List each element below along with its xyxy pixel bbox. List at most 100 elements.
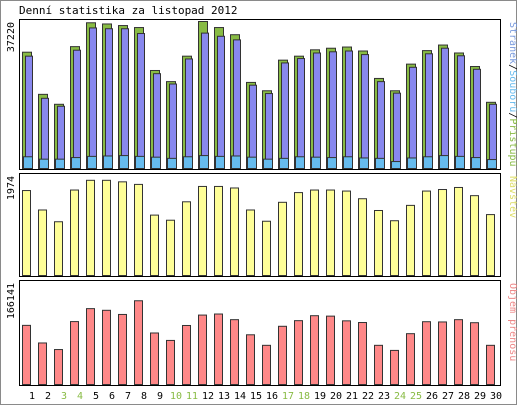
bar-navstev-3 [54, 221, 63, 277]
x-tick-26: 26 [426, 391, 438, 402]
bar-navstev-12 [198, 185, 207, 276]
panel-1-frame [19, 19, 501, 170]
bar-souboru-16 [265, 93, 273, 169]
bar-navstev-15 [246, 209, 255, 276]
x-tick-5: 5 [93, 391, 99, 402]
bar-stranek-24 [391, 161, 401, 170]
bar-souboru-1 [25, 55, 33, 170]
bar-navstev-23 [374, 209, 383, 276]
bar-navstev-13 [214, 185, 223, 276]
bar-stranek-27 [439, 155, 449, 169]
bar-objem-7 [118, 313, 127, 386]
x-tick-24: 24 [394, 391, 406, 402]
legend-part: Objem přenosu [507, 283, 517, 361]
bar-souboru-15 [249, 84, 257, 169]
bar-objem-19 [310, 315, 319, 385]
panel-3-max-label: 166141 [6, 283, 17, 319]
bar-objem-18 [294, 320, 303, 386]
bar-objem-17 [278, 325, 287, 385]
bar-stranek-26 [423, 156, 433, 170]
bar-stranek-7 [119, 155, 129, 169]
bar-objem-22 [358, 322, 367, 386]
x-tick-8: 8 [141, 391, 147, 402]
bar-objem-13 [214, 313, 223, 385]
bar-stranek-25 [407, 157, 417, 170]
bar-objem-29 [470, 322, 479, 385]
x-tick-7: 7 [125, 391, 131, 402]
panel-3-frame [19, 280, 501, 386]
bar-souboru-7 [121, 28, 129, 169]
bar-objem-26 [422, 321, 431, 386]
bar-navstev-1 [22, 190, 31, 276]
x-tick-29: 29 [474, 391, 486, 402]
bar-souboru-28 [457, 55, 465, 169]
bar-navstev-5 [86, 179, 95, 276]
bar-souboru-13 [217, 35, 225, 169]
x-tick-27: 27 [442, 391, 454, 402]
bar-souboru-2 [41, 97, 49, 169]
bar-stranek-8 [135, 155, 145, 169]
bar-objem-12 [198, 314, 207, 385]
bar-navstev-7 [118, 181, 127, 277]
bar-objem-1 [22, 324, 31, 385]
panel-1-legend: Stránek/Souborů/Přístupů [507, 22, 517, 167]
bar-objem-21 [342, 320, 351, 385]
bar-stranek-16 [263, 158, 273, 169]
bar-stranek-18 [295, 156, 305, 170]
x-tick-6: 6 [109, 391, 115, 402]
panel-3-legend: Objem přenosu [507, 283, 517, 361]
bar-souboru-11 [185, 58, 193, 169]
bar-objem-14 [230, 319, 239, 385]
bar-navstev-16 [262, 220, 271, 276]
bar-stranek-30 [487, 159, 497, 170]
bar-stranek-14 [231, 155, 241, 170]
bar-souboru-27 [441, 47, 449, 170]
bar-stranek-17 [279, 157, 289, 169]
bar-souboru-21 [345, 50, 353, 169]
bar-objem-11 [182, 324, 191, 385]
bar-navstev-19 [310, 189, 319, 276]
bar-souboru-25 [409, 66, 417, 169]
bar-stranek-12 [199, 155, 209, 169]
panel-2-max-label: 1974 [6, 176, 17, 200]
bar-souboru-17 [281, 62, 289, 169]
panel-1-max-label: 37220 [6, 22, 17, 52]
bar-navstev-2 [38, 209, 47, 276]
bar-stranek-3 [55, 158, 65, 169]
bar-objem-10 [166, 339, 175, 386]
bar-navstev-11 [182, 201, 191, 276]
x-tick-9: 9 [157, 391, 163, 402]
bar-souboru-18 [297, 58, 305, 169]
bar-stranek-1 [23, 156, 33, 170]
bar-navstev-8 [134, 183, 143, 277]
bar-objem-6 [102, 309, 111, 385]
bar-objem-2 [38, 342, 47, 386]
x-tick-21: 21 [346, 391, 358, 402]
bar-navstev-30 [486, 214, 495, 277]
x-tick-16: 16 [266, 391, 278, 402]
bar-navstev-25 [406, 204, 415, 276]
bar-objem-25 [406, 333, 415, 385]
bar-objem-3 [54, 349, 63, 386]
bar-stranek-9 [151, 156, 161, 169]
x-tick-11: 11 [186, 391, 198, 402]
bar-navstev-20 [326, 189, 335, 276]
x-tick-28: 28 [458, 391, 470, 402]
x-tick-12: 12 [202, 391, 214, 402]
bar-stranek-19 [311, 156, 321, 169]
bar-souboru-24 [393, 92, 401, 169]
bar-souboru-23 [377, 81, 385, 169]
bar-navstev-26 [422, 190, 431, 276]
legend-part: Stránek [507, 22, 517, 64]
x-tick-10: 10 [170, 391, 182, 402]
bar-navstev-6 [102, 179, 111, 276]
bar-souboru-14 [233, 39, 241, 169]
bar-objem-23 [374, 344, 383, 386]
x-tick-22: 22 [362, 391, 374, 402]
chart-title: Denní statistika za listopad 2012 [19, 4, 238, 17]
bar-objem-20 [326, 315, 335, 385]
bar-objem-4 [70, 321, 79, 386]
bar-stranek-5 [87, 155, 97, 169]
